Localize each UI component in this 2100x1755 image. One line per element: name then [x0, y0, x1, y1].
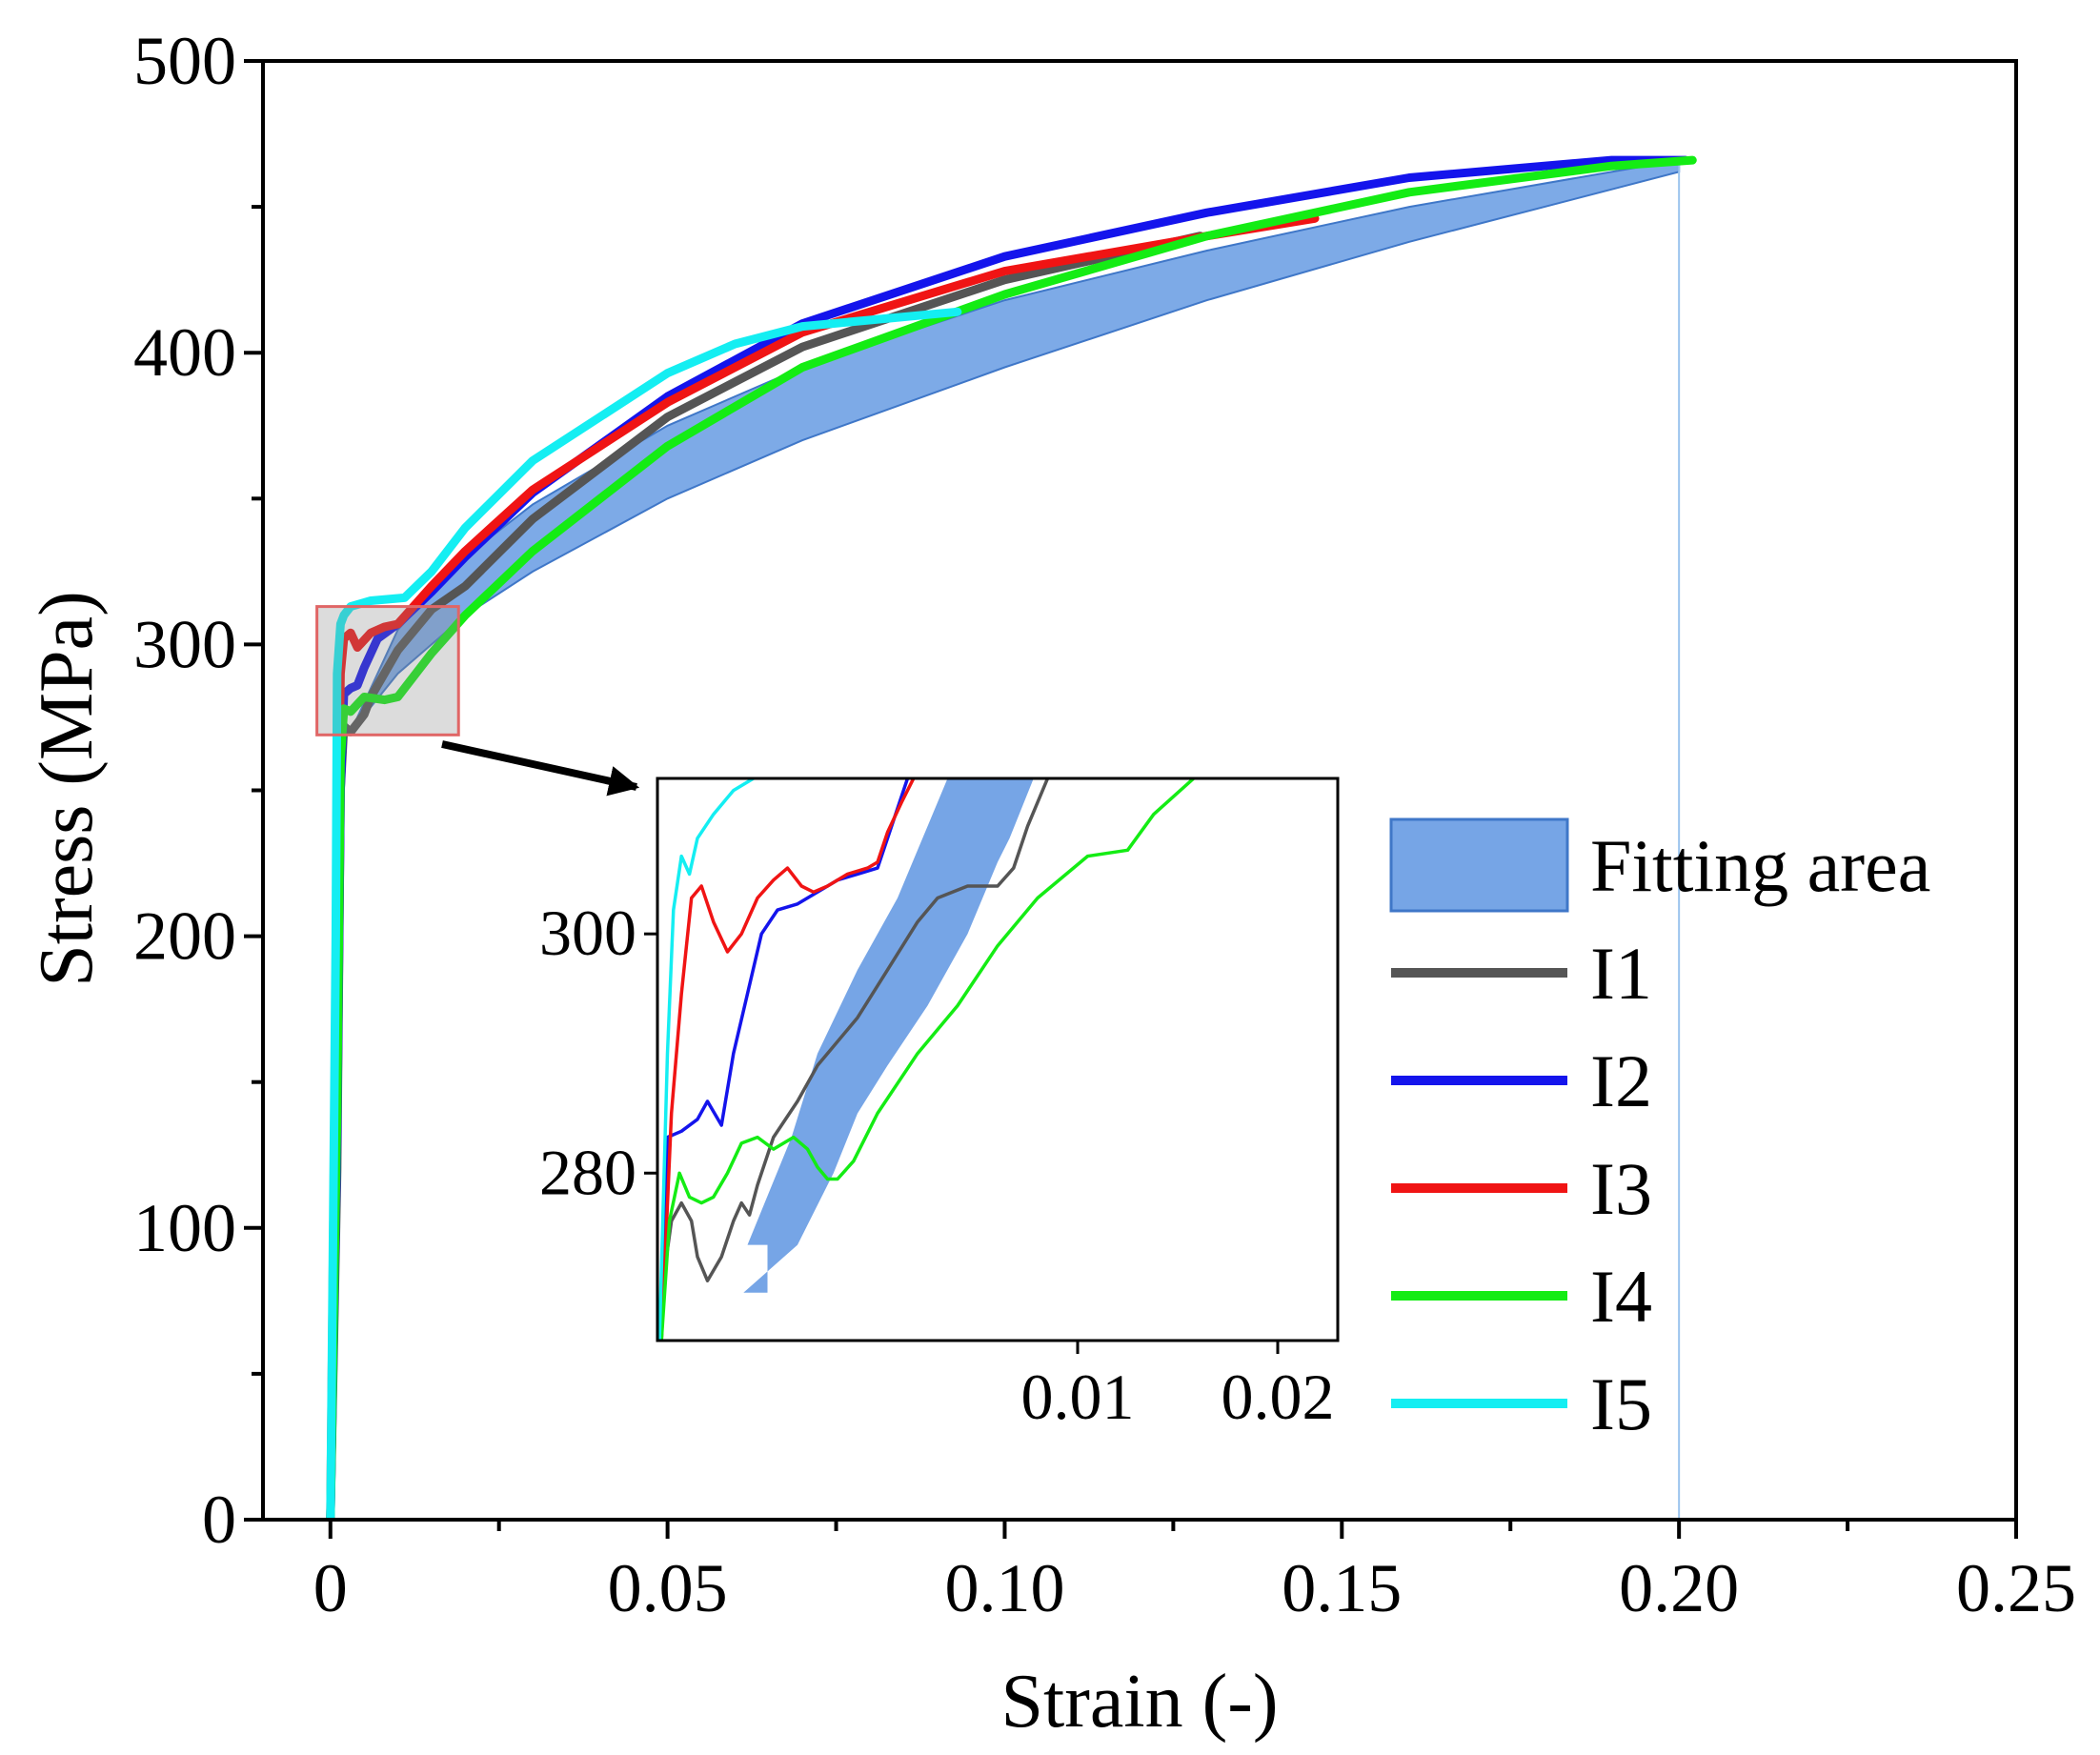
y-axis-title: Stress (MPa) — [25, 591, 109, 987]
x-tick-label: 0.25 — [1956, 1550, 2076, 1626]
legend-label-i3: I3 — [1590, 1147, 1652, 1230]
inset-x-tick-label: 0.01 — [1021, 1361, 1135, 1433]
inset-series-line-i5 — [657, 778, 756, 1341]
x-tick-label: 0.15 — [1282, 1550, 1402, 1626]
inset-plot: 0.01 0.02 280 300 — [539, 777, 1340, 1433]
zoom-box — [315, 605, 460, 736]
legend-swatch-fitting-area — [1389, 817, 1569, 913]
x-tick-label: 0.20 — [1619, 1550, 1739, 1626]
inset-frame — [656, 777, 1340, 1342]
inset-x-tick-label: 0.02 — [1222, 1361, 1335, 1433]
inset-series-line-i4 — [659, 778, 1196, 1341]
legend-label-i4: I4 — [1590, 1255, 1652, 1338]
y-axis-ticks: 0 100 200 300 400 500 — [133, 23, 263, 1558]
inset-x-axis-ticks: 0.01 0.02 — [1021, 1341, 1335, 1433]
inset-background — [657, 778, 1338, 1341]
x-tick-label: 0.10 — [944, 1550, 1064, 1626]
zoom-arrow — [441, 740, 640, 797]
series-layer — [326, 155, 1697, 1520]
legend-label-i1: I1 — [1590, 932, 1652, 1015]
inset-fitting-area — [667, 778, 1034, 1293]
series-line-i5 — [326, 307, 962, 1520]
legend-label-fitting-area: Fitting area — [1590, 824, 1930, 907]
inset-fitting-area-layer — [667, 778, 1034, 1293]
inset-series-line-i2 — [659, 778, 910, 1341]
inset-series-line-i3 — [659, 778, 916, 1341]
legend-label-i5: I5 — [1590, 1362, 1652, 1445]
main-plot: 0 0.05 0.10 0.15 0.20 0.25 0 100 200 300 400 500 — [133, 23, 2076, 1626]
x-tick-label: 0 — [313, 1550, 348, 1626]
inset-y-axis-ticks: 280 300 — [539, 897, 657, 1208]
y-tick-label: 500 — [133, 23, 236, 99]
x-axis-title: Strain (-) — [1000, 1660, 1278, 1744]
y-tick-label: 200 — [133, 898, 236, 975]
y-tick-label: 400 — [133, 314, 236, 391]
series-line-i4 — [326, 155, 1697, 1520]
inset-y-tick-label: 300 — [539, 897, 636, 969]
inset-y-tick-label: 280 — [539, 1136, 636, 1208]
legend-label-i2: I2 — [1590, 1039, 1652, 1122]
y-tick-label: 100 — [133, 1190, 236, 1266]
y-tick-label: 0 — [202, 1482, 236, 1558]
x-tick-label: 0.05 — [608, 1550, 728, 1626]
x-axis-ticks: 0 0.05 0.10 0.15 0.20 0.25 — [313, 1520, 2076, 1626]
inset-series-line-i1 — [659, 778, 1050, 1295]
legend: Fitting area I1 I2 I3 I4 I5 — [1389, 817, 1930, 1445]
y-tick-label: 300 — [133, 606, 236, 682]
inset-series-layer — [657, 778, 1196, 1341]
